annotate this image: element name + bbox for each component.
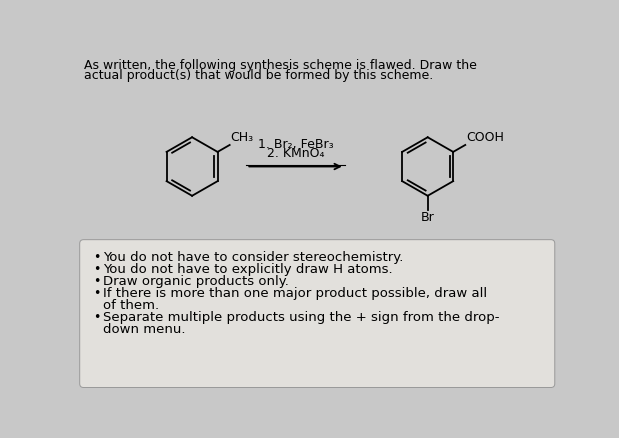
Text: Br: Br	[421, 211, 435, 224]
Text: down menu.: down menu.	[103, 323, 186, 336]
Text: CH₃: CH₃	[230, 131, 254, 144]
Text: •: •	[93, 287, 100, 300]
Text: •: •	[93, 251, 100, 264]
Text: As written, the following synthesis scheme is flawed. Draw the: As written, the following synthesis sche…	[84, 59, 477, 72]
Text: •: •	[93, 311, 100, 324]
Text: You do not have to consider stereochemistry.: You do not have to consider stereochemis…	[103, 251, 404, 264]
Text: of them.: of them.	[103, 299, 159, 312]
Text: COOH: COOH	[466, 131, 504, 144]
Text: •: •	[93, 263, 100, 276]
Text: actual product(s) that would be formed by this scheme.: actual product(s) that would be formed b…	[84, 70, 433, 82]
Text: Draw organic products only.: Draw organic products only.	[103, 275, 289, 288]
FancyBboxPatch shape	[80, 240, 555, 388]
Text: 1. Br₂, FeBr₃: 1. Br₂, FeBr₃	[258, 138, 334, 151]
Text: If there is more than one major product possible, draw all: If there is more than one major product …	[103, 287, 487, 300]
Text: 2. KMnO₄: 2. KMnO₄	[267, 147, 324, 160]
Text: Separate multiple products using the + sign from the drop-: Separate multiple products using the + s…	[103, 311, 500, 324]
Text: •: •	[93, 275, 100, 288]
Text: You do not have to explicitly draw H atoms.: You do not have to explicitly draw H ato…	[103, 263, 392, 276]
